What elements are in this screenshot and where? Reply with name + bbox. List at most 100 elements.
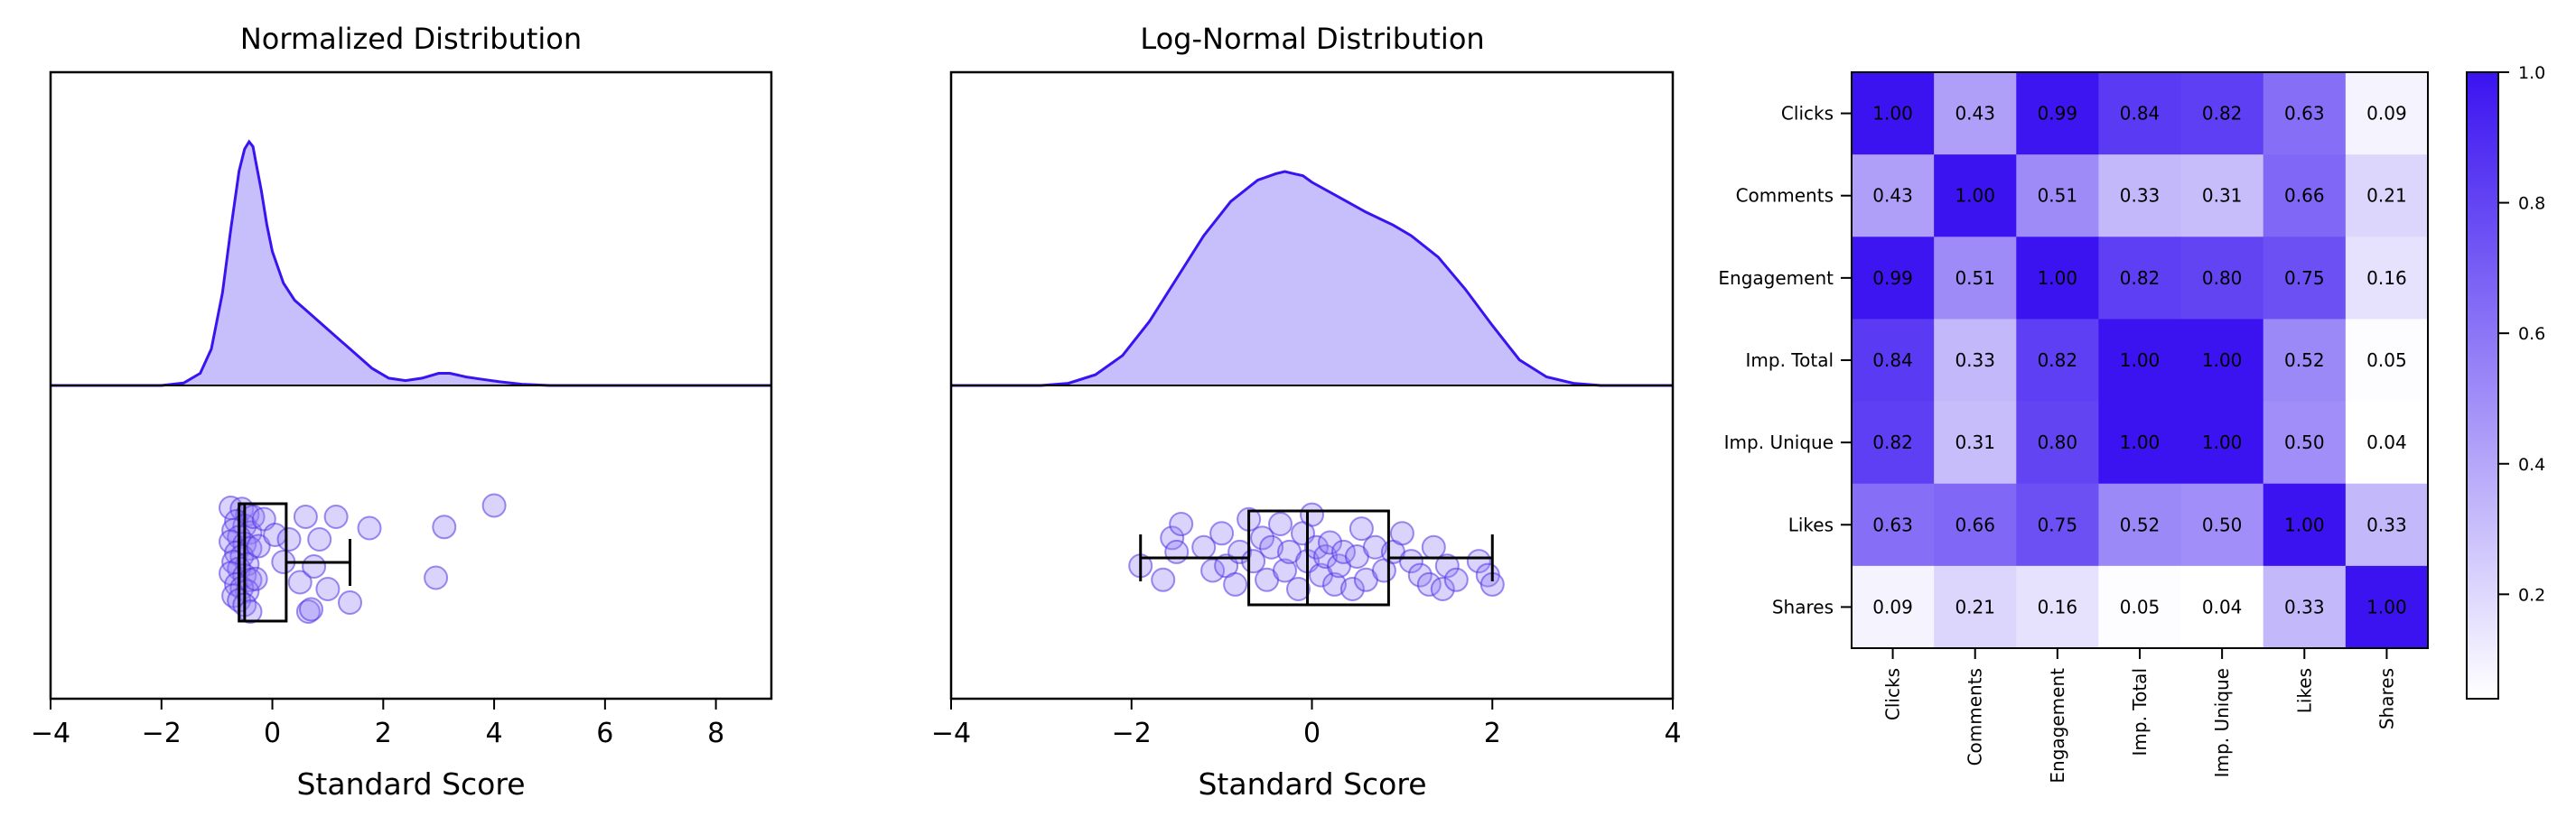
heatmap-cell [1934, 319, 2017, 403]
heatmap-cell [2098, 319, 2182, 403]
heatmap-value: 0.05 [2120, 596, 2161, 617]
column-label: Imp. Unique [2211, 668, 2233, 777]
heatmap-value: 0.63 [2284, 103, 2325, 125]
data-point [1250, 525, 1275, 551]
heatmap-cell [2345, 483, 2429, 567]
heatmap-cell [2098, 483, 2182, 567]
heatmap-value: 0.66 [1955, 514, 1995, 535]
data-point [246, 534, 271, 559]
heatmap-value: 0.63 [1872, 514, 1913, 535]
heatmap-cell [2180, 319, 2264, 403]
column-label: Clicks [1882, 668, 1904, 720]
heatmap-value: 0.82 [2120, 267, 2161, 289]
data-point [1339, 577, 1365, 601]
heatmap-cell [1852, 483, 1935, 567]
data-point [1322, 571, 1347, 597]
heatmap-value: 0.84 [1872, 349, 1913, 371]
column-label: Shares [2375, 668, 2397, 729]
data-point [1443, 567, 1469, 592]
data-point [1169, 512, 1194, 536]
data-point [299, 597, 323, 622]
x-axis-label: Standard Score [296, 766, 525, 802]
heatmap-value: 1.00 [2366, 596, 2407, 617]
heatmap-value: 0.04 [2202, 596, 2243, 617]
heatmap-cell [2016, 319, 2099, 403]
density-line [51, 139, 771, 387]
panel-correlation-heatmap: 1.00 0.43 0.99 0.84 0.82 0.63 0.09 0.43 1.00 0.51… [1718, 63, 2545, 784]
heatmap-value: 0.75 [2284, 267, 2325, 289]
colorbar [2466, 71, 2499, 700]
heatmap-cell [2016, 483, 2099, 567]
data-point [238, 599, 263, 624]
panel-log-normal-distribution: Log-Normal Distribution −4 −2 0 2 4 Standard… [931, 22, 1682, 802]
heatmap-row-labels: Clicks Comments Engagement Imp. Total Imp. U… [1718, 103, 1852, 617]
heatmap-cell [2098, 565, 2182, 649]
heatmap-value: 0.09 [2366, 103, 2407, 125]
x-axis-ticks: −4 −2 0 2 4 6 8 [31, 699, 724, 749]
heatmap-cell [2098, 401, 2182, 485]
heatmap-value: 0.50 [2202, 514, 2243, 535]
data-point [323, 505, 349, 529]
x-tick-label: 4 [1664, 718, 1681, 749]
row-label: Engagement [1718, 267, 1834, 289]
heatmap-cell [1934, 565, 2017, 649]
heatmap-value: 1.00 [1872, 103, 1913, 125]
heatmap-value: 0.52 [2284, 349, 2325, 371]
data-point [1430, 577, 1455, 601]
heatmap-cell [1852, 565, 1935, 649]
heatmap-value: 1.00 [2202, 432, 2243, 453]
heatmap-cell [2263, 319, 2347, 403]
heatmap-value: 0.43 [1955, 103, 1995, 125]
heatmap-value: 0.04 [2366, 432, 2407, 453]
heatmap-cell [2016, 401, 2099, 485]
heatmap-value: 0.75 [2038, 514, 2078, 535]
heatmap-value: 0.43 [1872, 185, 1913, 207]
heatmap-value: 0.66 [2284, 185, 2325, 207]
data-point [293, 505, 318, 529]
data-point [1331, 539, 1356, 564]
density-line [951, 170, 1673, 387]
heatmap-cell [1852, 319, 1935, 403]
data-point [1259, 534, 1284, 560]
heatmap-cell [2016, 154, 2099, 237]
heatmap-cell [2180, 565, 2264, 649]
heatmap-value: 0.82 [2202, 103, 2243, 125]
plot-area [951, 170, 1673, 607]
x-tick-label: −4 [31, 718, 70, 749]
heatmap-value: 0.82 [1872, 432, 1913, 453]
heatmap-cell [2098, 154, 2182, 237]
heatmap-value: 1.00 [2120, 349, 2161, 371]
density-area [951, 172, 1673, 385]
chart-title: Normalized Distribution [240, 22, 582, 56]
heatmap-value: 0.51 [1955, 267, 1995, 289]
heatmap-cell [2263, 483, 2347, 567]
x-tick-label: −2 [1112, 718, 1152, 749]
heatmap-value: 0.33 [1955, 349, 1995, 371]
heatmap-cell [2345, 154, 2429, 237]
data-point [338, 590, 362, 615]
heatmap-cell [2263, 401, 2347, 485]
row-label: Imp. Total [1746, 349, 1834, 371]
heatmap-cell [1934, 154, 2017, 237]
data-point [1160, 525, 1185, 551]
x-tick-label: 0 [1303, 718, 1321, 749]
data-point [1268, 512, 1293, 536]
heatmap-value: 0.31 [2202, 185, 2243, 207]
colorbar-tick-label: 1.0 [2518, 63, 2545, 83]
heatmap-cell [1934, 401, 2017, 485]
data-point [1389, 521, 1414, 546]
heatmap-cell [2345, 401, 2429, 485]
heatmap-cell [1852, 237, 1935, 320]
data-point [1304, 534, 1329, 560]
x-tick-label: −4 [931, 718, 971, 749]
heatmap-cell [2016, 237, 2099, 320]
heatmap-cell [1852, 401, 1935, 485]
heatmap-cell [2263, 237, 2347, 320]
x-axis-label: Standard Score [1198, 766, 1426, 802]
data-point [1466, 549, 1491, 574]
heatmap-cell [2016, 565, 2099, 649]
data-point [432, 515, 457, 540]
heatmap-cell [2180, 483, 2264, 567]
heatmap-value: 0.99 [1872, 267, 1913, 289]
